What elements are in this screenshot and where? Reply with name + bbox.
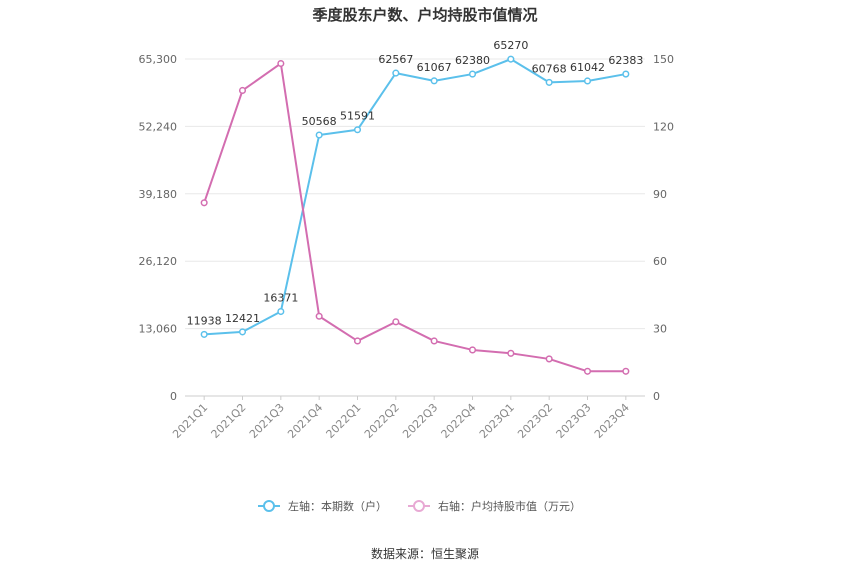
series-line-0: [204, 58, 627, 336]
series: [200, 55, 630, 375]
data-point[interactable]: [392, 318, 400, 326]
data-point[interactable]: [277, 307, 285, 316]
data-point[interactable]: [622, 70, 630, 78]
data-point[interactable]: [545, 78, 553, 86]
left-tick-label: 65,300: [139, 53, 178, 66]
x-tick-label: 2022Q1: [324, 401, 364, 441]
left-tick-label: 26,120: [139, 255, 178, 268]
data-point[interactable]: [353, 126, 362, 134]
legend-label-right: 右轴：户均持股市值（万元）: [438, 499, 581, 513]
legend: 左轴：本期数（户） 右轴：户均持股市值（万元）: [258, 499, 581, 513]
data-point[interactable]: [392, 69, 400, 77]
data-label: 12421: [225, 312, 260, 325]
data-label: 62380: [455, 54, 490, 67]
data-point[interactable]: [583, 77, 592, 85]
x-axis: 2021Q12021Q22021Q32021Q42022Q12022Q22022…: [170, 396, 632, 441]
left-axis: 0 13,060 26,120 39,180 52,240 65,300: [139, 53, 178, 403]
data-point[interactable]: [315, 131, 323, 139]
data-point[interactable]: [277, 59, 285, 68]
data-point[interactable]: [468, 346, 477, 354]
data-point[interactable]: [200, 199, 208, 207]
x-tick-label: 2021Q1: [170, 401, 210, 441]
chart-title: 季度股东户数、户均持股市值情况: [312, 6, 537, 24]
x-tick-label: 2022Q3: [400, 401, 440, 441]
data-label: 16371: [263, 292, 298, 305]
data-source: 数据来源：恒生聚源: [371, 546, 479, 561]
data-point[interactable]: [507, 55, 515, 63]
data-point[interactable]: [238, 328, 247, 336]
right-tick-label: 150: [653, 53, 674, 66]
data-point[interactable]: [315, 312, 323, 320]
left-tick-label: 39,180: [139, 188, 178, 201]
right-tick-label: 60: [653, 255, 667, 268]
x-tick-label: 2021Q3: [247, 401, 287, 441]
right-tick-label: 120: [653, 120, 674, 133]
data-point[interactable]: [583, 367, 592, 375]
data-point[interactable]: [353, 337, 362, 345]
data-point[interactable]: [507, 349, 515, 357]
legend-marker-left: [263, 500, 275, 512]
x-tick-label: 2023Q1: [477, 401, 517, 441]
data-point[interactable]: [468, 70, 477, 78]
data-label: 62567: [378, 53, 413, 66]
x-tick-label: 2023Q3: [554, 401, 594, 441]
legend-label-left: 左轴：本期数（户）: [288, 499, 387, 513]
right-tick-label: 0: [653, 390, 660, 403]
data-point[interactable]: [545, 355, 553, 363]
legend-item-right[interactable]: 右轴：户均持股市值（万元）: [408, 499, 581, 513]
series-line-1: [203, 62, 626, 373]
left-tick-label: 13,060: [139, 323, 178, 336]
data-point[interactable]: [200, 330, 208, 338]
data-label: 11938: [187, 314, 222, 327]
data-point[interactable]: [622, 367, 630, 375]
legend-item-left[interactable]: 左轴：本期数（户）: [258, 499, 387, 513]
data-label: 61067: [417, 61, 452, 74]
x-tick-label: 2022Q2: [362, 401, 402, 441]
data-label: 61042: [570, 61, 605, 74]
data-label: 65270: [493, 39, 528, 52]
data-point[interactable]: [238, 86, 247, 95]
grid: [185, 58, 645, 397]
data-label: 51591: [340, 110, 375, 123]
left-tick-label: 52,240: [139, 120, 178, 133]
x-tick-label: 2023Q2: [515, 401, 555, 441]
right-axis: 0 30 60 90 120 150: [653, 53, 674, 403]
data-label: 62383: [608, 54, 643, 67]
right-tick-label: 30: [653, 323, 667, 336]
left-tick-label: 0: [170, 390, 177, 403]
data-point[interactable]: [430, 77, 438, 85]
x-tick-label: 2021Q4: [285, 401, 325, 441]
x-tick-label: 2022Q4: [439, 401, 479, 441]
data-point[interactable]: [430, 337, 438, 345]
legend-marker-right: [413, 500, 425, 512]
data-label: 60768: [532, 62, 567, 75]
x-tick-label: 2021Q2: [209, 401, 249, 441]
data-label: 50568: [302, 115, 337, 128]
x-tick-label: 2023Q4: [592, 401, 632, 441]
right-tick-label: 90: [653, 188, 667, 201]
